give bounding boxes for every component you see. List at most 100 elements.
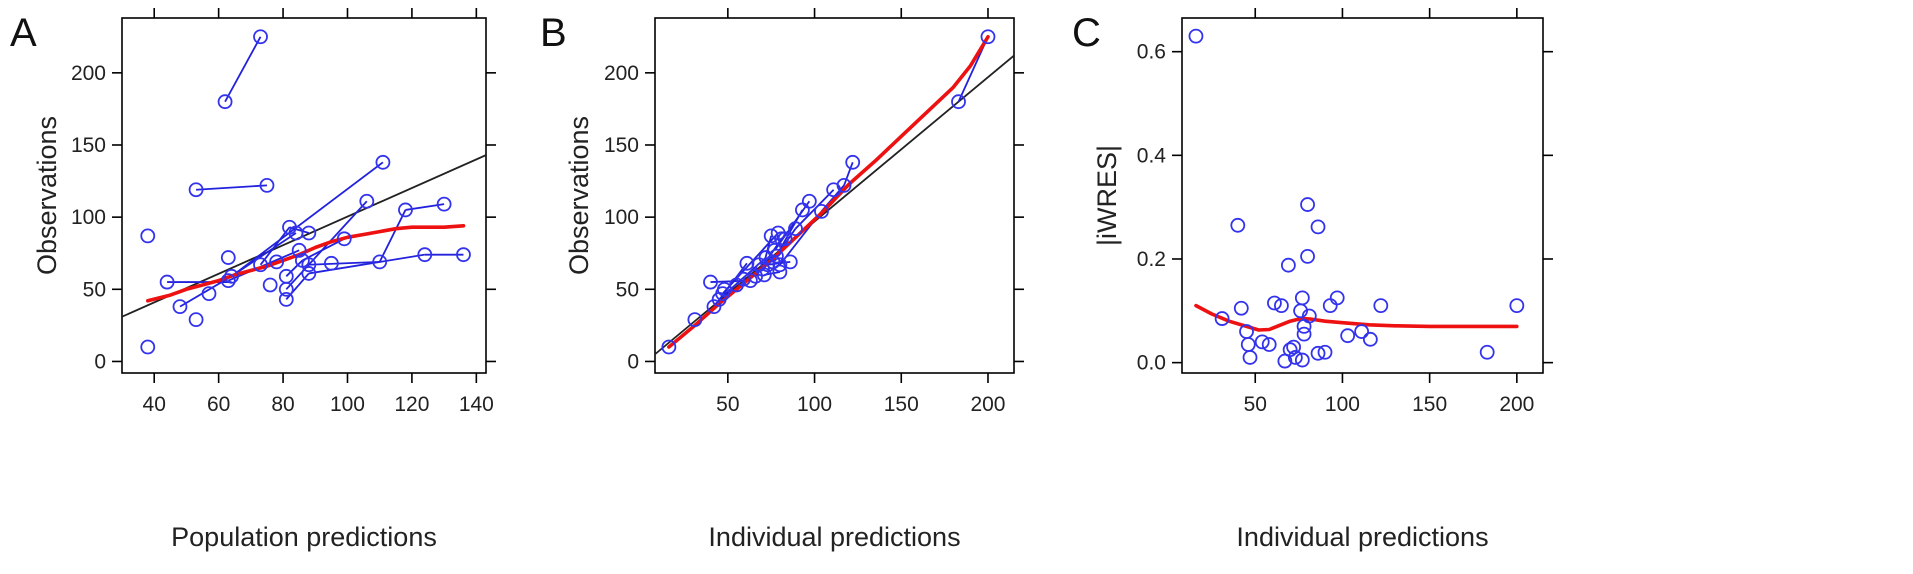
data-point [801, 193, 817, 209]
y-tick-label: 150 [71, 134, 106, 157]
data-point [1373, 298, 1389, 314]
data-point [1300, 248, 1315, 264]
y-axis-label: Observations [564, 116, 594, 275]
data-point [140, 228, 156, 244]
data-point [1282, 342, 1298, 358]
data-point [291, 242, 307, 258]
panel-c: 50 100 150 200 0.0 0.2 0.4 0.6 Individual predic… [1072, 8, 1553, 552]
data-point [398, 202, 413, 218]
x-axis-label: Individual predictions [708, 522, 960, 552]
y-tick-label: 200 [604, 62, 639, 85]
data-point [1254, 334, 1270, 350]
data-point [703, 274, 718, 290]
data-point [269, 254, 285, 270]
data-point [220, 250, 236, 265]
data-point [375, 154, 391, 170]
individual-segment [378, 209, 407, 263]
data-point [456, 247, 471, 263]
data-point [777, 231, 793, 247]
individual-segment [230, 161, 384, 278]
data-point [1329, 290, 1345, 306]
y-tick-label: 100 [71, 206, 106, 229]
plot-frame [1181, 17, 1544, 374]
x-tick-label: 150 [884, 393, 919, 416]
data-point [772, 264, 788, 280]
y-tick-label: 0 [94, 350, 106, 373]
data-point [1340, 328, 1356, 344]
data-point [769, 248, 784, 264]
data-point [1240, 337, 1256, 352]
panel-label: B [540, 11, 567, 55]
data-point [301, 266, 317, 281]
data-point [259, 177, 275, 193]
y-tick-label: 0.6 [1137, 41, 1166, 64]
data-point [372, 254, 388, 270]
y-axis-label: |iWRES| [1092, 145, 1122, 246]
x-tick-label: 60 [207, 393, 230, 416]
data-point [359, 193, 375, 209]
x-tick-label: 100 [1325, 393, 1360, 416]
data-point [278, 268, 294, 284]
smooth-line [1194, 303, 1519, 332]
individual-segment [308, 260, 380, 266]
x-axis-label: Population predictions [171, 522, 437, 552]
data-point [1362, 331, 1378, 347]
y-tick-label: 150 [604, 134, 639, 157]
data-point [772, 257, 788, 273]
panel-b: 50 100 150 200 0 50 100 150 200 Individual predic… [540, 8, 1024, 552]
smooth-line [146, 224, 466, 303]
individual-segment [224, 36, 262, 103]
data-point [1300, 197, 1315, 212]
x-tick-label: 100 [797, 393, 832, 416]
data-point [1188, 28, 1204, 44]
data-point [253, 257, 268, 273]
data-point [767, 242, 783, 258]
data-point [1287, 350, 1303, 365]
data-point [323, 255, 339, 271]
y-axis-label: Observations [32, 116, 62, 275]
data-point [1479, 344, 1495, 360]
data-point [980, 29, 996, 45]
data-point [188, 182, 204, 198]
data-point [1286, 339, 1302, 355]
x-axis-label: Individual predictions [1236, 522, 1488, 552]
x-tick-label: 200 [1499, 393, 1534, 416]
data-point [1214, 311, 1230, 326]
data-point [262, 277, 278, 293]
x-tick-label: 150 [1412, 393, 1447, 416]
x-tick-label: 50 [716, 393, 739, 416]
data-point [1294, 290, 1310, 306]
data-point [417, 247, 433, 263]
data-point [1267, 295, 1282, 311]
data-point [1310, 219, 1326, 235]
data-point [1261, 337, 1277, 352]
data-point [845, 154, 861, 170]
x-tick-label: 140 [459, 393, 494, 416]
data-point [1296, 326, 1312, 342]
data-point [1233, 300, 1249, 316]
data-point [782, 254, 798, 270]
data-point [278, 292, 294, 307]
y-tick-label: 0.4 [1137, 144, 1167, 167]
plot-area [122, 29, 486, 355]
y-tick-label: 50 [83, 278, 106, 301]
data-point [253, 29, 268, 45]
data-point [1301, 308, 1317, 324]
data-point [220, 273, 236, 289]
data-point [836, 177, 852, 193]
data-point [661, 339, 677, 355]
data-point [436, 196, 452, 212]
data-point [1509, 298, 1525, 314]
data-point [1274, 298, 1289, 314]
data-point [301, 225, 317, 241]
data-point [140, 339, 156, 355]
data-point [687, 312, 703, 328]
y-tick-label: 200 [71, 62, 106, 85]
y-tick-label: 0.0 [1137, 352, 1166, 375]
data-point [172, 299, 188, 315]
data-point [1242, 350, 1258, 365]
individual-segment [308, 253, 425, 275]
plot-frame [121, 17, 487, 374]
data-point [188, 312, 204, 328]
